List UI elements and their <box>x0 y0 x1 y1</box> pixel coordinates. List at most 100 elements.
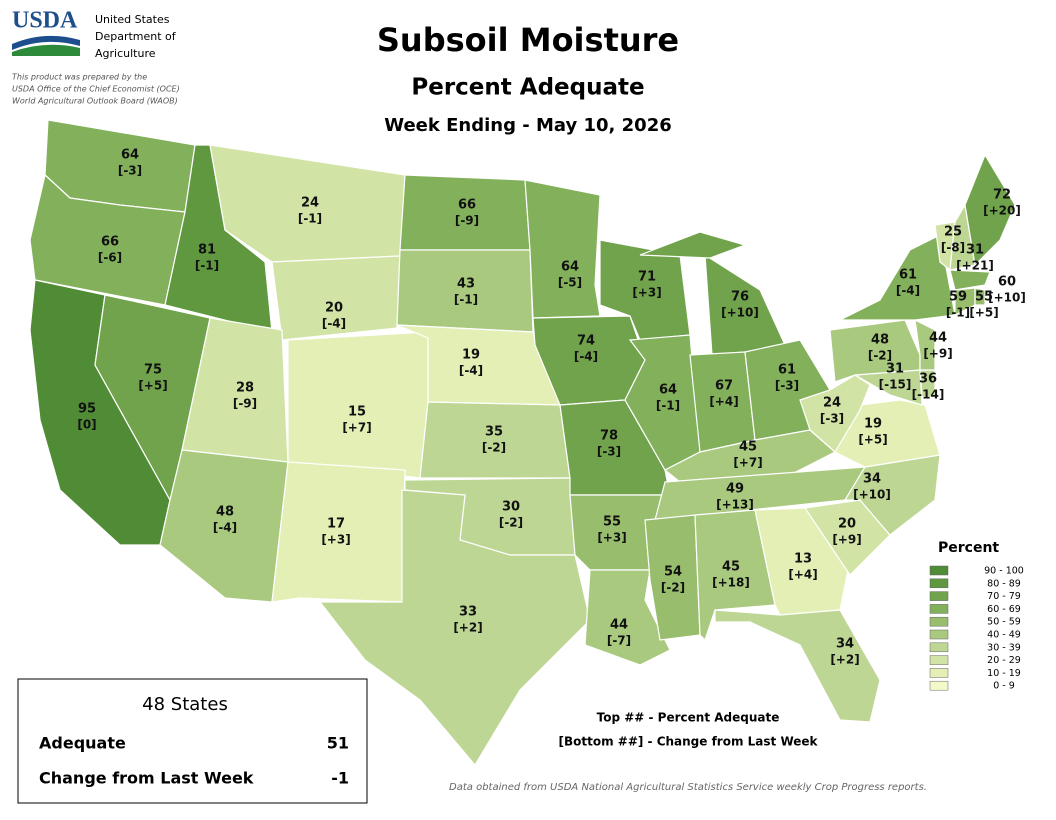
state-change: [-14] <box>912 388 945 402</box>
legend-swatch <box>929 565 949 576</box>
state-value: 55 <box>975 290 993 305</box>
state-value: 31 <box>966 243 984 258</box>
state <box>914 318 936 371</box>
legend-swatch <box>929 616 949 627</box>
disclaimer: World Agricultural Outlook Board (WAOB) <box>12 97 178 106</box>
legend-label: 80 - 89 <box>987 578 1021 589</box>
state-change: [+2] <box>830 653 859 667</box>
state-value: 81 <box>198 243 216 258</box>
state <box>839 234 956 321</box>
state-change: [+3] <box>321 533 350 547</box>
state-value: 61 <box>778 363 796 378</box>
source: Data obtained from USDA National Agricul… <box>449 782 927 793</box>
state-change: [+4] <box>709 395 738 409</box>
state-change: [+7] <box>733 456 762 470</box>
state <box>799 374 871 453</box>
state <box>964 153 1016 267</box>
state-value: 64 <box>561 260 579 275</box>
state <box>271 461 406 603</box>
state-value: 48 <box>216 505 234 520</box>
state-change: [+7] <box>342 421 371 435</box>
state-change: [-6] <box>98 251 122 265</box>
legend-label: 30 - 39 <box>987 642 1021 653</box>
states <box>29 119 1016 767</box>
state-change: [-2] <box>661 581 685 595</box>
state-value: 64 <box>121 148 139 163</box>
subtitle: Percent Adequate <box>411 75 644 101</box>
state-value: 34 <box>863 472 881 487</box>
legend-swatch <box>929 655 949 665</box>
state-value: 35 <box>485 425 503 440</box>
state-value: 20 <box>325 301 343 316</box>
summary-value: 51 <box>327 734 349 753</box>
state-change: [-4] <box>574 350 598 364</box>
state-change: [-3] <box>775 379 799 393</box>
state-value: 19 <box>864 417 882 432</box>
logo-text: USDA <box>12 8 78 34</box>
state-change: [-2] <box>482 441 506 455</box>
summary-label: Adequate <box>39 734 126 753</box>
legend-label: 0 - 9 <box>993 681 1015 692</box>
state-value: 48 <box>871 333 889 348</box>
state-value: 61 <box>899 268 917 283</box>
state-change: [-3] <box>118 164 142 178</box>
legend-swatch <box>929 668 949 678</box>
legend-label: 40 - 49 <box>987 630 1021 641</box>
state-change: [+18] <box>712 576 750 590</box>
state-value: 95 <box>78 402 96 417</box>
state-change: [-15] <box>879 378 912 392</box>
state-change: [+5] <box>138 379 167 393</box>
state-labels: 64[-3]66[-6]95[0]75[+5]81[-1]24[-1]20[-4… <box>77 148 1026 667</box>
state-value: 25 <box>944 225 962 240</box>
state-value: 72 <box>993 188 1011 203</box>
state-value: 78 <box>600 429 618 444</box>
agency-line: Department of <box>95 30 177 43</box>
state-value: 71 <box>638 270 656 285</box>
note: [Bottom ##] - Change from Last Week <box>558 735 818 749</box>
state-change: [+5] <box>858 433 887 447</box>
state-change: [-4] <box>459 364 483 378</box>
state-change: [+10] <box>721 306 759 320</box>
state-value: 76 <box>731 290 749 305</box>
state-value: 49 <box>726 482 744 497</box>
state-change: [+20] <box>983 204 1021 218</box>
legend-label: 70 - 79 <box>987 591 1021 602</box>
state <box>524 179 601 319</box>
state-change: [+21] <box>956 259 994 273</box>
legend-swatch <box>929 629 949 640</box>
state-change: [-1] <box>195 259 219 273</box>
state-change: [+3] <box>632 286 661 300</box>
state-value: 67 <box>715 379 733 394</box>
legend-label: 50 - 59 <box>987 617 1021 628</box>
disclaimer: USDA Office of the Chief Economist (OCE) <box>12 85 180 94</box>
state-value: 44 <box>929 331 947 346</box>
state-change: [-9] <box>455 214 479 228</box>
state-change: [-2] <box>868 349 892 363</box>
summary-label: Change from Last Week <box>39 769 254 788</box>
state-value: 19 <box>462 348 480 363</box>
state-value: 66 <box>101 235 119 250</box>
legend-swatch <box>929 680 949 691</box>
state <box>949 269 991 291</box>
week: Week Ending - May 10, 2026 <box>384 115 672 136</box>
state-change: [-2] <box>499 516 523 530</box>
state-value: 15 <box>348 405 366 420</box>
state-change: [+10] <box>988 291 1026 305</box>
state-change: [+9] <box>832 533 861 547</box>
agency-line: United States <box>95 13 170 26</box>
state-change: [+2] <box>453 621 482 635</box>
note: Top ## - Percent Adequate <box>597 711 780 725</box>
disclaimer: This product was prepared by the <box>12 73 147 82</box>
state-value: 45 <box>722 560 740 575</box>
state-change: [-8] <box>941 241 965 255</box>
state-change: [0] <box>77 418 96 432</box>
state <box>644 514 701 641</box>
agency-line: Agriculture <box>95 47 156 60</box>
state-change: [-3] <box>820 412 844 426</box>
summary-box: 48 States Adequate 51 Change from Last W… <box>17 678 368 804</box>
state-value: 60 <box>998 275 1016 290</box>
state-change: [+5] <box>969 306 998 320</box>
state-change: [+4] <box>788 568 817 582</box>
state-value: 64 <box>659 383 677 398</box>
state-value: 24 <box>301 196 319 211</box>
